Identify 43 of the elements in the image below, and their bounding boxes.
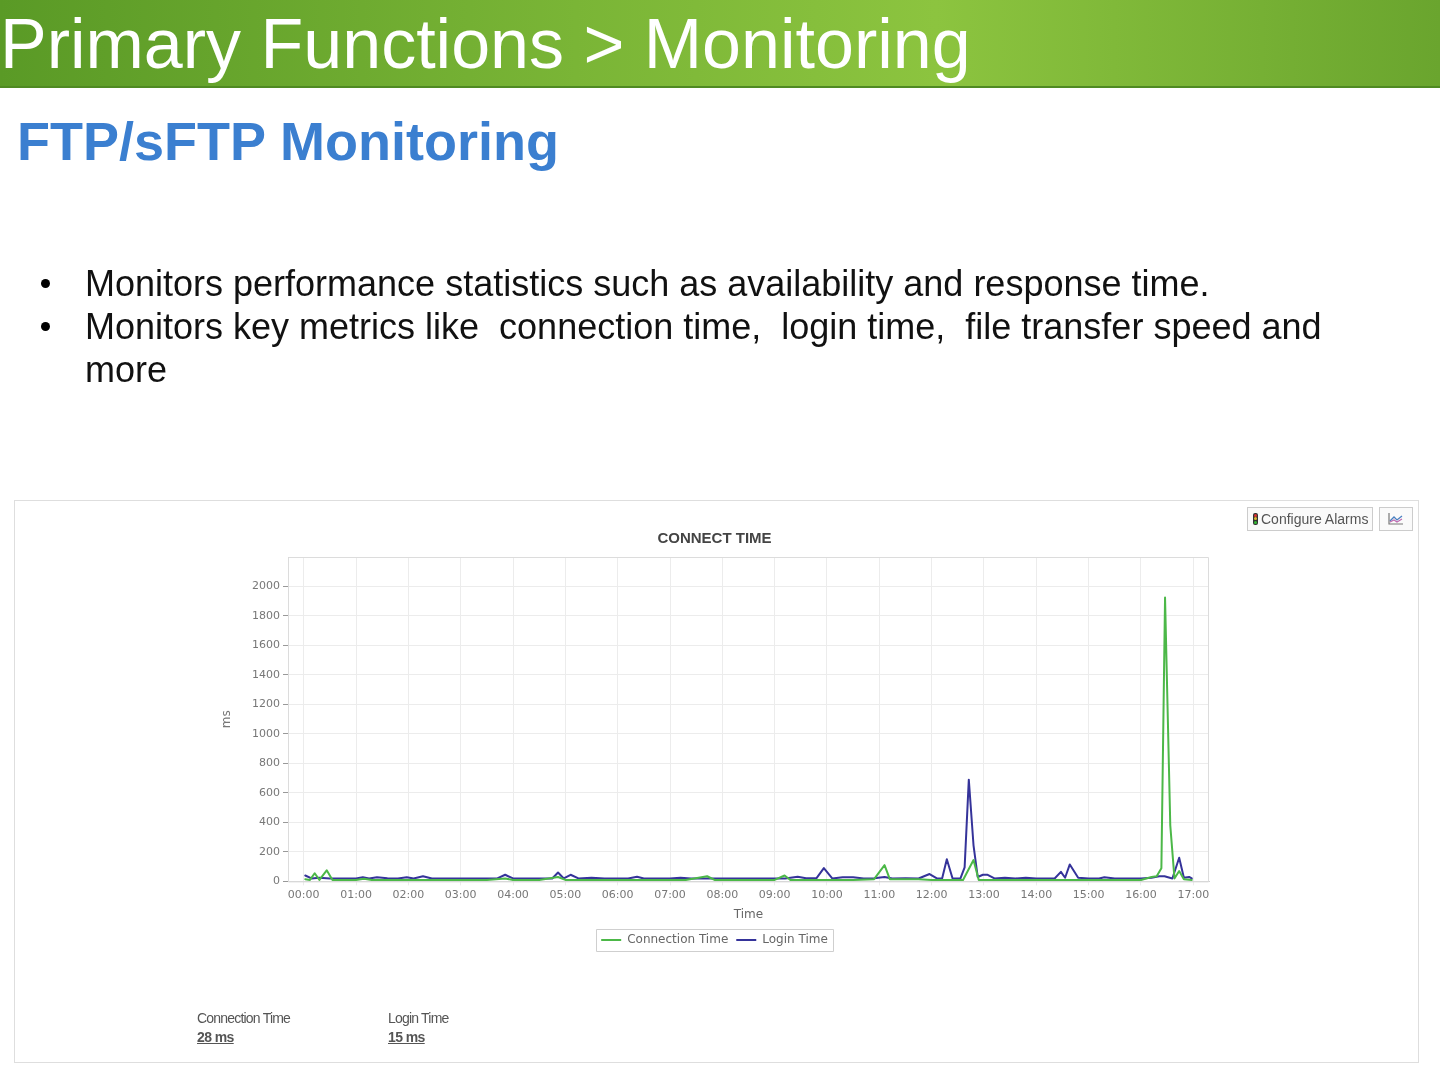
text: Monitors key metrics like connection time, login time, file transfer speed and more [85, 306, 1323, 390]
y-tick-label: 200 [259, 844, 280, 858]
x-tick-label: 07:00 [654, 887, 686, 901]
y-tick-label: 1000 [252, 726, 280, 740]
x-axis-title: Time [732, 906, 764, 921]
y-tick-label: 2000 [252, 579, 280, 593]
x-tick-label: 01:00 [340, 887, 372, 901]
x-tick-label: 08:00 [706, 887, 739, 901]
legend-label: Login Time [762, 932, 828, 947]
x-tick-label: 09:00 [758, 887, 791, 901]
y-tick-label: 1200 [252, 697, 280, 711]
x-tick-label: 14:00 [1020, 887, 1053, 901]
y-tick-label: 0 [273, 874, 280, 888]
x-tick-label: 04:00 [497, 887, 529, 901]
x-tick-label: 17:00 [1177, 887, 1210, 901]
text: Login Time [388, 1010, 449, 1026]
text: Monitors performance statistics such as availability and response time. [85, 263, 1210, 304]
x-tick-label: 13:00 [968, 887, 1000, 901]
chart-title: CONNECT TIME [657, 529, 772, 547]
x-tick-label: 12:00 [915, 887, 948, 901]
text: 28 ms [197, 1029, 234, 1045]
y-axis-title: ms [219, 710, 234, 729]
text: Primary Functions > Monitoring [0, 5, 971, 83]
text: 15 ms [388, 1029, 425, 1045]
configure-button: Configure Alarms [1247, 507, 1374, 531]
x-tick-label: 02:00 [392, 887, 425, 901]
x-tick-label: 03:00 [444, 887, 477, 901]
x-tick-label: 06:00 [601, 887, 634, 901]
x-tick-label: 00:00 [287, 887, 320, 901]
x-tick-label: 11:00 [863, 887, 896, 901]
y-tick-label: 600 [259, 785, 280, 799]
text: FTP/sFTP Monitoring [17, 111, 559, 171]
legend-label: Connection Time [627, 932, 729, 947]
x-tick-label: 05:00 [549, 887, 582, 901]
text: Connection Time [197, 1010, 291, 1026]
x-tick-label: 10:00 [811, 887, 843, 901]
y-tick-label: 1800 [252, 608, 280, 622]
y-tick-label: 1600 [252, 638, 280, 652]
y-tick-label: 1400 [252, 667, 280, 681]
x-tick-label: 16:00 [1125, 887, 1157, 901]
y-tick-label: 800 [259, 756, 280, 770]
x-tick-label: 15:00 [1072, 887, 1105, 901]
y-tick-label: 400 [259, 815, 280, 829]
